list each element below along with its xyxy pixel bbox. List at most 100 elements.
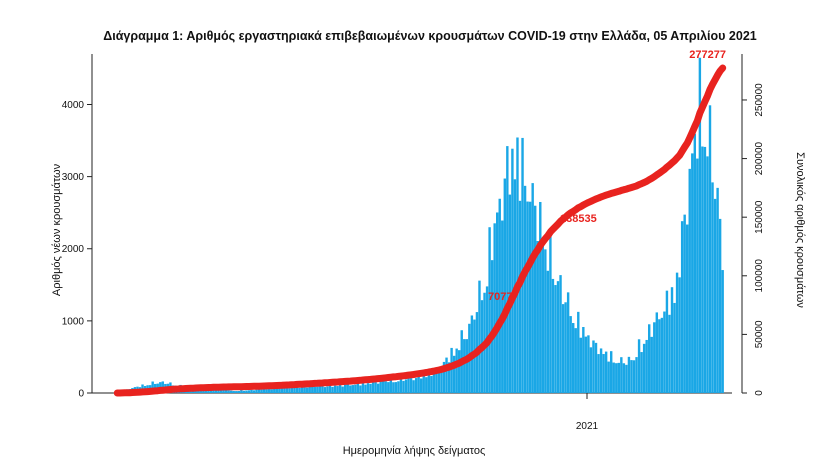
bar	[574, 328, 577, 393]
bar	[698, 57, 702, 393]
bar	[617, 362, 621, 393]
y2-axis-label: Συνολικός αριθμός κρουσμάτων	[794, 152, 806, 308]
bar	[703, 146, 707, 393]
bar	[696, 158, 699, 393]
annotations: 7077 138535 277277	[488, 49, 726, 303]
bar	[627, 356, 631, 393]
y-axis-label: Αριθμός νέων κρουσμάτων	[51, 163, 63, 296]
bar	[280, 388, 284, 393]
bar	[612, 362, 615, 393]
bar	[283, 386, 286, 393]
bar	[288, 388, 291, 393]
bar	[394, 382, 398, 393]
bar	[351, 385, 355, 393]
bar	[630, 360, 633, 393]
bar	[240, 390, 243, 393]
bar	[407, 377, 410, 393]
bar	[227, 390, 230, 393]
bar	[610, 351, 613, 393]
bar	[252, 390, 256, 393]
bar	[632, 360, 636, 393]
bar	[255, 389, 258, 393]
x-ticks: 2021	[576, 393, 599, 432]
y2-tick-label: 100000	[754, 259, 765, 293]
bar	[232, 391, 235, 393]
bar	[564, 302, 567, 393]
bar	[594, 342, 598, 393]
y-tick-label: 1000	[62, 316, 85, 327]
bar	[359, 385, 362, 393]
bar	[311, 385, 314, 393]
bar	[354, 384, 357, 393]
bar	[412, 380, 415, 393]
bar	[592, 340, 595, 393]
bar	[650, 336, 653, 393]
bar	[260, 389, 263, 393]
bar	[151, 381, 154, 393]
y2-tick-label: 50000	[754, 320, 765, 348]
bar	[268, 388, 271, 393]
bar	[688, 168, 691, 393]
bar	[488, 227, 491, 393]
bar	[683, 214, 686, 393]
bar	[478, 280, 481, 393]
y-tick-label: 3000	[62, 172, 85, 183]
bar	[660, 317, 664, 393]
bar	[387, 382, 390, 393]
bar	[503, 178, 507, 393]
bar	[247, 390, 251, 393]
bar	[366, 383, 370, 393]
y2-tick-label: 250000	[754, 83, 765, 117]
bar	[572, 323, 575, 393]
bar	[295, 387, 299, 393]
bar	[531, 183, 534, 393]
bar	[577, 311, 580, 393]
y2-tick-label: 0	[754, 390, 765, 396]
bar	[427, 371, 431, 393]
bar	[713, 198, 717, 393]
bar	[597, 354, 600, 393]
bar	[465, 339, 469, 393]
bar	[420, 378, 423, 393]
bar	[306, 387, 309, 393]
bar	[318, 385, 322, 393]
bar	[392, 382, 395, 393]
bar	[326, 386, 329, 393]
chart-title: Διάγραμμα 1: Αριθμός εργαστηριακά επιβεβ…	[103, 29, 757, 43]
bar	[237, 391, 241, 393]
bar	[328, 384, 332, 393]
bar	[316, 386, 319, 393]
bar	[544, 249, 547, 393]
y2-ticks: 0 50000 100000 150000 200000 250000	[742, 83, 765, 396]
bar	[620, 357, 623, 393]
bar	[668, 314, 671, 393]
bar	[250, 389, 253, 393]
bar	[607, 361, 610, 393]
bar	[622, 363, 626, 393]
bar	[364, 384, 367, 393]
bar	[536, 241, 539, 393]
annotation-label: 277277	[689, 49, 726, 61]
bar	[701, 146, 704, 393]
bar	[285, 387, 289, 393]
bar	[706, 156, 709, 393]
bar	[549, 227, 552, 393]
bar	[270, 389, 273, 393]
bar	[344, 384, 347, 393]
bar	[447, 362, 451, 393]
bar	[655, 312, 659, 393]
bar	[579, 337, 583, 393]
bar	[214, 389, 218, 393]
bar	[490, 260, 494, 393]
bar	[521, 137, 524, 393]
bar	[496, 212, 499, 393]
bar	[721, 270, 724, 393]
bar	[346, 384, 349, 393]
bar	[442, 361, 446, 393]
bar	[716, 187, 719, 393]
bar	[673, 302, 676, 393]
annotation-label: 138535	[560, 213, 597, 225]
bar	[566, 292, 570, 393]
bar	[222, 389, 225, 393]
